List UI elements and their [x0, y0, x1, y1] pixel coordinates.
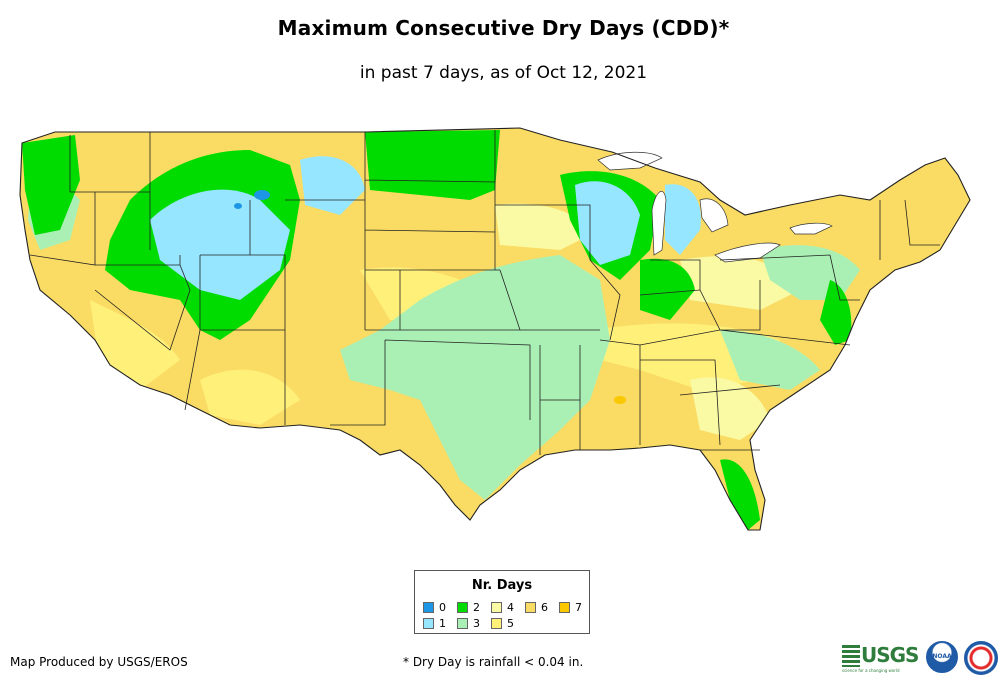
usgs-logo-text: USGS — [861, 643, 919, 667]
zone-cdd-5-arizona — [200, 369, 300, 425]
lake-ontario — [789, 222, 833, 235]
legend-item-6: 6 — [525, 602, 548, 614]
legend: Nr. Days 0 1 2 3 4 5 6 7 — [414, 570, 590, 634]
zone-cdd-1-michigan — [665, 184, 701, 255]
legend-swatch-4 — [491, 602, 502, 613]
legend-item-3: 3 — [457, 618, 480, 630]
usgs-tagline: science for a changing world — [842, 668, 900, 673]
zone-cdd-1-great-lakes — [575, 181, 640, 265]
lake-huron — [699, 198, 729, 233]
legend-swatch-1 — [423, 618, 434, 629]
legend-label-5: 5 — [507, 617, 514, 630]
lake-michigan — [651, 190, 667, 256]
legend-item-4: 4 — [491, 602, 514, 614]
map-credit: Map Produced by USGS/EROS — [10, 655, 188, 669]
zone-cdd-1-idaho-wyoming — [150, 189, 290, 300]
zone-cdd-2-florida — [720, 459, 760, 530]
zone-cdd-4-iowa — [495, 203, 590, 250]
zone-cdd-0-wyoming — [254, 190, 270, 200]
zone-cdd-4-georgia — [690, 377, 770, 440]
nws-logo-icon — [964, 641, 998, 675]
zone-cdd-3-plains — [340, 255, 610, 500]
zone-cdd-2-dakotas — [365, 130, 500, 200]
usgs-logo: USGS science for a changing world — [842, 643, 919, 673]
lake-erie — [714, 242, 781, 263]
legend-item-5: 5 — [491, 618, 514, 630]
legend-swatch-6 — [525, 602, 536, 613]
zone-cdd-2-delmarva — [820, 280, 852, 345]
legend-item-0: 0 — [423, 602, 446, 614]
map-subtitle: in past 7 days, as of Oct 12, 2021 — [359, 63, 648, 83]
legend-item-2: 2 — [457, 602, 480, 614]
legend-label-0: 0 — [439, 601, 446, 614]
legend-label-2: 2 — [473, 601, 480, 614]
zone-cdd-2-indiana — [640, 258, 695, 320]
usgs-wave-icon — [842, 645, 860, 667]
legend-title: Nr. Days — [471, 578, 533, 593]
zone-cdd-0-idaho — [234, 203, 242, 209]
map-title: Maximum Consecutive Dry Days (CDD)* — [277, 16, 730, 40]
legend-label-6: 6 — [541, 601, 548, 614]
legend-label-4: 4 — [507, 601, 514, 614]
zone-cdd-2-washington-coast — [22, 135, 80, 235]
agency-logos: USGS science for a changing world NOAA — [842, 640, 1002, 680]
noaa-logo: NOAA — [926, 641, 958, 673]
legend-label-3: 3 — [473, 617, 480, 630]
great-lakes — [597, 151, 833, 263]
legend-swatch-3 — [457, 618, 468, 629]
legend-label-7: 7 — [575, 601, 582, 614]
legend-swatch-7 — [559, 602, 570, 613]
legend-label-1: 1 — [439, 617, 446, 630]
dry-day-footnote: * Dry Day is rainfall < 0.04 in. — [403, 655, 584, 669]
legend-item-7: 7 — [559, 602, 582, 614]
legend-swatch-2 — [457, 602, 468, 613]
zone-cdd-3-carolinas — [720, 330, 820, 390]
legend-swatch-5 — [491, 618, 502, 629]
legend-swatch-0 — [423, 602, 434, 613]
noaa-logo-text: NOAA — [932, 653, 952, 660]
state-boundaries — [29, 130, 940, 455]
legend-item-1: 1 — [423, 618, 446, 630]
zone-cdd-7-south — [614, 396, 626, 404]
